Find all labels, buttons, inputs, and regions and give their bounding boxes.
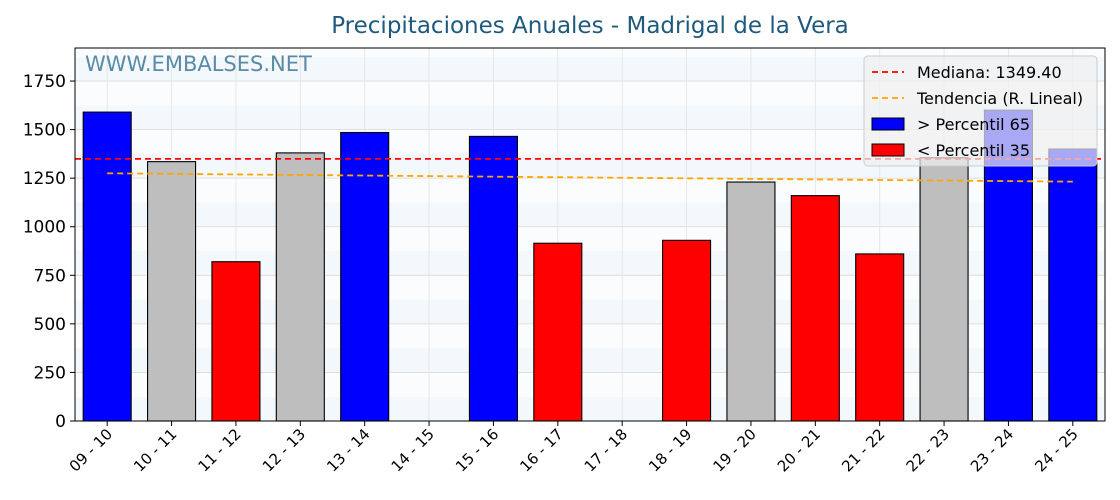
y-tick-label: 1500 [23,121,66,141]
y-tick-label: 1250 [23,169,66,189]
x-tick-label: 20 - 21 [774,425,824,475]
bar-13-14 [340,131,390,422]
legend-patch-swatch [871,143,905,157]
legend-label: > Percentil 65 [917,115,1030,134]
bar-20-21 [790,195,840,422]
x-tick-label: 16 - 17 [516,425,566,475]
x-tick-label: 24 - 25 [1031,425,1081,475]
x-tick-label: 15 - 16 [452,425,502,475]
bar-21-22 [855,253,905,422]
x-tick-label: 22 - 23 [903,425,953,475]
bar-19-20 [726,181,776,422]
x-tick-label: 19 - 20 [709,425,759,475]
bar-24-25 [1048,148,1098,422]
plot-area: 0 250 500 750 1000 1250 1500 1750 09 - 10 10 - 11… [23,47,1106,475]
trend-line [107,172,1073,183]
legend-box [863,55,1098,167]
x-tick-label: 10 - 11 [130,425,180,475]
x-tick-label: 14 - 15 [388,425,438,475]
y-tick-label: 750 [34,266,66,286]
y-tick-label: 500 [34,315,66,335]
x-tick-label: 09 - 10 [66,425,116,475]
y-tick-label: 250 [34,363,66,383]
bar-10-11 [147,161,197,422]
legend: Mediana: 1349.40 Tendencia (R. Lineal) > … [863,55,1098,167]
x-tick-label: 11 - 12 [194,425,244,475]
legend-label: Mediana: 1349.40 [917,63,1062,82]
x-tick-label: 18 - 19 [645,425,695,475]
legend-patch-swatch [871,117,905,131]
bar-22-23 [919,157,969,422]
y-tick-label: 0 [55,412,66,432]
x-tick-label: 21 - 22 [838,425,888,475]
background-stripe [75,48,1105,57]
legend-label: < Percentil 35 [917,141,1030,160]
x-tick-label: 12 - 13 [259,425,309,475]
y-tick-label: 1750 [23,72,66,92]
bar-15-16 [468,135,518,422]
bar-12-13 [275,152,325,422]
bar-09-10 [82,111,132,422]
x-tick-label: 17 - 18 [581,425,631,475]
y-tick-label: 1000 [23,218,66,238]
bar-16-17 [533,242,583,422]
bar-11-12 [211,261,261,422]
bar-18-19 [662,239,712,422]
chart-title: Precipitaciones Anuales - Madrigal de la… [331,13,849,39]
legend-label: Tendencia (R. Lineal) [916,89,1083,108]
x-tick-label: 23 - 24 [967,425,1017,475]
x-tick-label: 13 - 14 [323,425,373,475]
watermark-text: WWW.EMBALSES.NET [85,52,312,76]
axes-frame [74,47,1106,422]
